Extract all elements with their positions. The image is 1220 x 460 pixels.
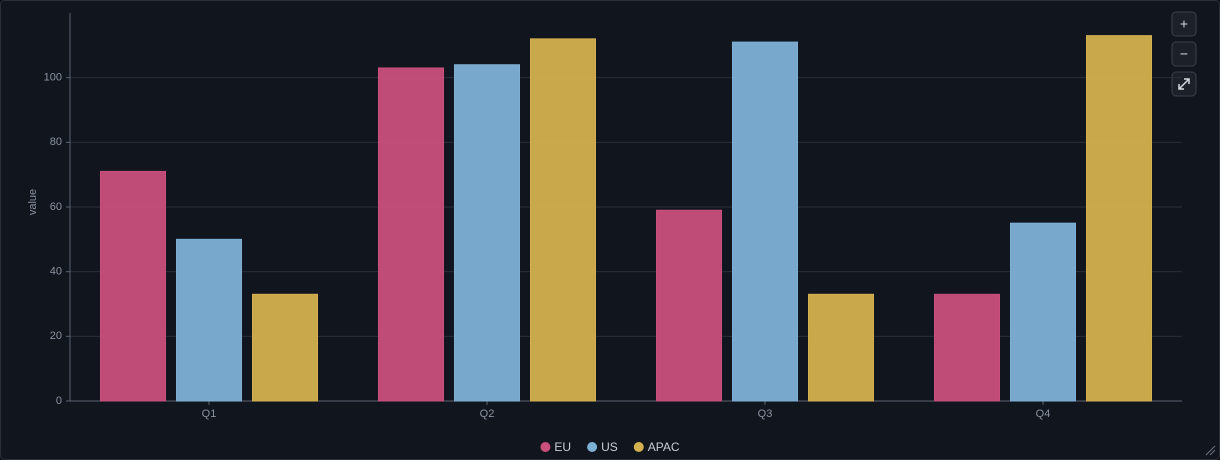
bar (454, 64, 520, 402)
bar (1086, 35, 1152, 402)
legend-marker (633, 442, 644, 452)
y-tick-label: 40 (50, 266, 62, 278)
y-tick-label: 60 (50, 201, 62, 213)
y-tick-label: 100 (44, 72, 62, 84)
bar (530, 38, 596, 402)
legend-marker (587, 442, 598, 452)
legend-marker (540, 442, 551, 452)
expand-icon[interactable] (1178, 78, 1190, 90)
bar (378, 67, 444, 402)
y-tick-label: 0 (56, 395, 62, 407)
bar (808, 293, 874, 402)
legend-label: APAC (648, 440, 680, 454)
bar (100, 170, 166, 402)
y-tick-label: 20 (50, 330, 62, 342)
x-tick-label: Q3 (758, 408, 773, 420)
bar (176, 238, 242, 402)
legend-label: EU (554, 440, 571, 454)
zoom-out-button[interactable]: − (1171, 41, 1197, 67)
bar (1010, 222, 1076, 402)
bar (934, 293, 1000, 402)
zoom-in-label[interactable]: + (1180, 16, 1188, 32)
resize-grip[interactable] (1205, 445, 1216, 456)
bar (732, 41, 798, 402)
zoom-in-button[interactable]: + (1171, 11, 1197, 37)
y-axis-label: value (27, 189, 39, 215)
button-frame[interactable] (1171, 11, 1197, 37)
bar (252, 293, 318, 402)
y-tick-label: 80 (50, 136, 62, 148)
legend-label: US (601, 440, 618, 454)
x-tick-label: Q2 (480, 408, 495, 420)
x-tick-label: Q1 (202, 408, 217, 420)
bar (656, 209, 722, 402)
button-frame[interactable] (1171, 41, 1197, 67)
fullscreen-button[interactable] (1171, 71, 1197, 97)
zoom-out-label[interactable]: − (1180, 46, 1188, 62)
x-tick-label: Q4 (1036, 408, 1051, 420)
